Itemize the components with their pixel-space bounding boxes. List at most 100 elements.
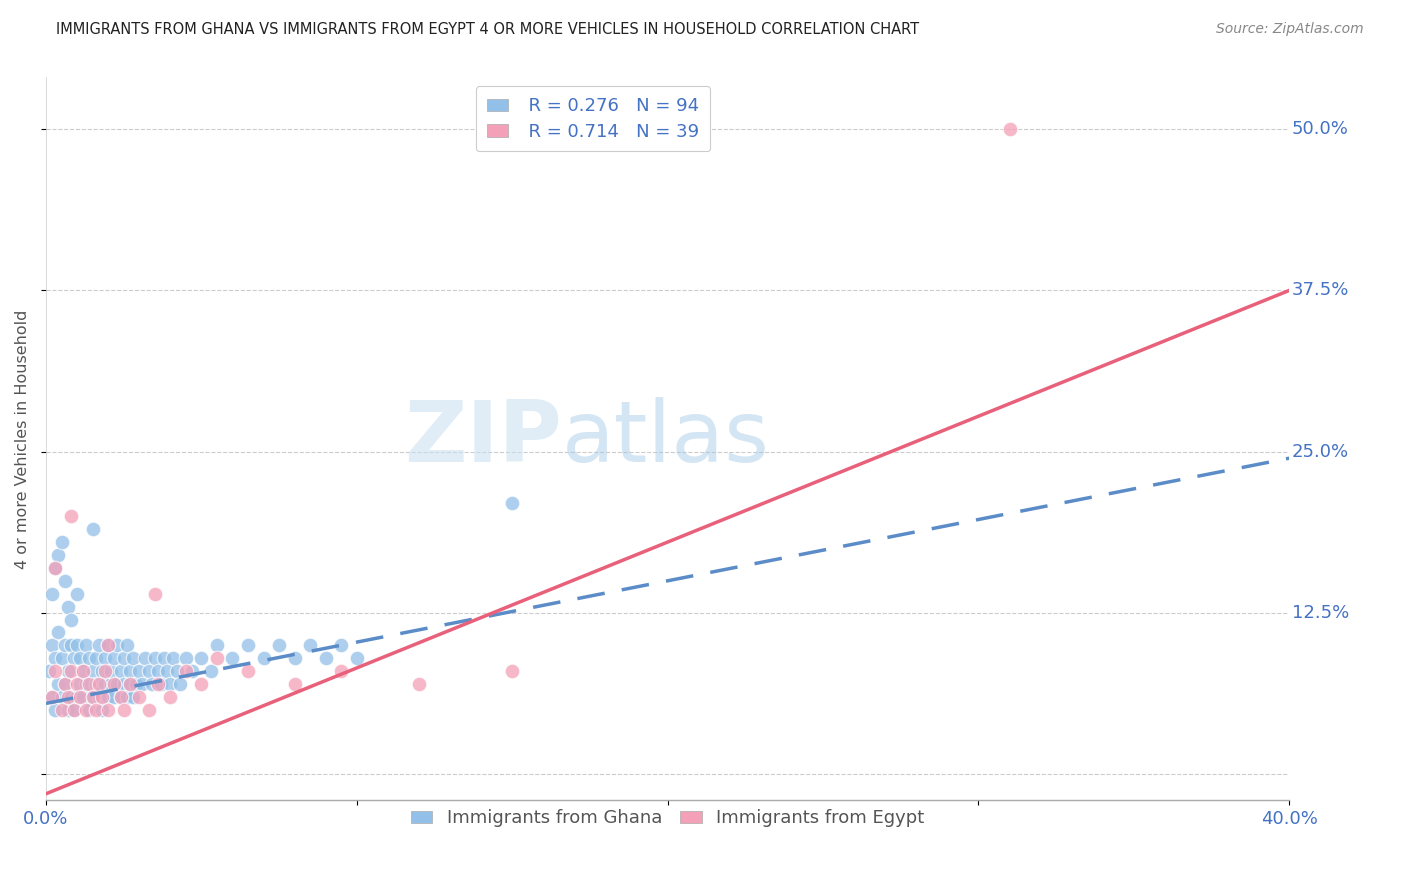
Text: 25.0%: 25.0% xyxy=(1292,442,1348,461)
Text: 37.5%: 37.5% xyxy=(1292,281,1350,300)
Point xyxy=(44,561,66,575)
Point xyxy=(134,651,156,665)
Point xyxy=(103,651,125,665)
Point xyxy=(79,651,101,665)
Point xyxy=(143,651,166,665)
Point xyxy=(408,677,430,691)
Point xyxy=(48,625,70,640)
Point xyxy=(84,651,107,665)
Point xyxy=(181,664,204,678)
Point xyxy=(205,638,228,652)
Point xyxy=(143,587,166,601)
Point xyxy=(128,690,150,704)
Text: 50.0%: 50.0% xyxy=(1292,120,1348,138)
Point xyxy=(200,664,222,678)
Point xyxy=(51,690,73,704)
Point xyxy=(84,703,107,717)
Point xyxy=(66,638,89,652)
Point xyxy=(69,651,91,665)
Point xyxy=(110,690,132,704)
Point xyxy=(125,677,148,691)
Point xyxy=(44,703,66,717)
Point xyxy=(59,638,82,652)
Point xyxy=(56,690,79,704)
Point xyxy=(97,703,120,717)
Point xyxy=(97,638,120,652)
Point xyxy=(252,651,274,665)
Point xyxy=(284,651,307,665)
Point xyxy=(97,690,120,704)
Point xyxy=(190,651,212,665)
Point xyxy=(998,122,1021,136)
Point xyxy=(122,690,145,704)
Point xyxy=(66,677,89,691)
Point xyxy=(41,587,63,601)
Text: atlas: atlas xyxy=(562,397,770,480)
Point xyxy=(100,664,122,678)
Point xyxy=(90,703,112,717)
Point xyxy=(118,664,141,678)
Point xyxy=(75,638,97,652)
Point xyxy=(44,664,66,678)
Point xyxy=(159,690,181,704)
Point xyxy=(41,690,63,704)
Point xyxy=(69,690,91,704)
Point xyxy=(162,651,184,665)
Point xyxy=(115,638,138,652)
Point xyxy=(118,677,141,691)
Point xyxy=(44,651,66,665)
Point xyxy=(84,677,107,691)
Point xyxy=(66,690,89,704)
Point xyxy=(38,664,60,678)
Point xyxy=(41,690,63,704)
Point xyxy=(53,574,76,588)
Point xyxy=(128,664,150,678)
Point xyxy=(112,703,135,717)
Text: IMMIGRANTS FROM GHANA VS IMMIGRANTS FROM EGYPT 4 OR MORE VEHICLES IN HOUSEHOLD C: IMMIGRANTS FROM GHANA VS IMMIGRANTS FROM… xyxy=(56,22,920,37)
Point xyxy=(138,703,160,717)
Point xyxy=(110,690,132,704)
Y-axis label: 4 or more Vehicles in Household: 4 or more Vehicles in Household xyxy=(15,310,30,568)
Point xyxy=(299,638,322,652)
Point xyxy=(112,651,135,665)
Point xyxy=(221,651,243,665)
Point xyxy=(115,690,138,704)
Point xyxy=(174,664,197,678)
Point xyxy=(51,703,73,717)
Point xyxy=(87,638,110,652)
Point xyxy=(82,690,104,704)
Point xyxy=(205,651,228,665)
Point xyxy=(82,522,104,536)
Point xyxy=(501,664,523,678)
Point xyxy=(94,664,117,678)
Point xyxy=(63,703,86,717)
Point xyxy=(190,677,212,691)
Point xyxy=(90,690,112,704)
Point xyxy=(75,703,97,717)
Point xyxy=(159,677,181,691)
Point xyxy=(118,677,141,691)
Point xyxy=(90,664,112,678)
Point xyxy=(82,664,104,678)
Point xyxy=(236,664,259,678)
Point xyxy=(122,651,145,665)
Point xyxy=(103,677,125,691)
Point xyxy=(48,677,70,691)
Point xyxy=(138,664,160,678)
Point xyxy=(56,599,79,614)
Text: 12.5%: 12.5% xyxy=(1292,604,1348,622)
Point xyxy=(79,703,101,717)
Point xyxy=(72,690,94,704)
Point xyxy=(94,651,117,665)
Point xyxy=(66,587,89,601)
Point xyxy=(112,677,135,691)
Point xyxy=(72,664,94,678)
Point xyxy=(59,664,82,678)
Point xyxy=(100,677,122,691)
Point xyxy=(53,638,76,652)
Point xyxy=(107,638,129,652)
Point xyxy=(53,677,76,691)
Point xyxy=(267,638,290,652)
Point xyxy=(110,664,132,678)
Point xyxy=(59,613,82,627)
